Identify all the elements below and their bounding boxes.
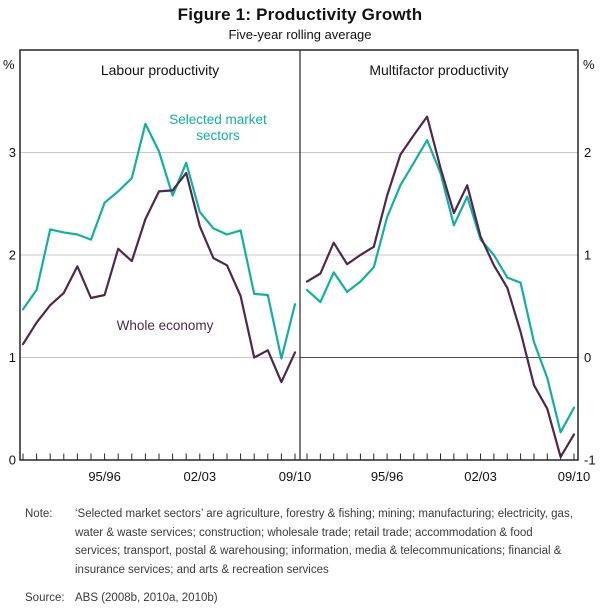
figure-notes: Note: ‘Selected market sectors’ are agri…	[25, 505, 581, 607]
y-tick-label: 1	[584, 248, 591, 263]
note-text: ‘Selected market sectors’ are agricultur…	[75, 508, 573, 576]
panel-title: Labour productivity	[101, 62, 219, 78]
figure-title: Figure 1: Productivity Growth	[177, 5, 423, 24]
x-tick-label: 09/10	[558, 469, 591, 484]
figure-subtitle: Five-year rolling average	[228, 27, 372, 42]
annotation-whole-economy: Whole economy	[117, 318, 214, 333]
series-whole-economy-line	[305, 115, 576, 458]
series-selected-market-sectors-line	[21, 122, 297, 360]
x-tick-label: 09/10	[279, 469, 312, 484]
plot-border	[19, 49, 579, 461]
y-tick-label: 3	[9, 145, 16, 160]
y-tick-label: 2	[9, 248, 16, 263]
y-tick-label: -1	[584, 453, 596, 468]
series-selected-market-sectors-line	[305, 139, 576, 434]
y-tick-label: 1	[9, 350, 16, 365]
panel-title: Multifactor productivity	[369, 62, 508, 78]
source-label: Source:	[25, 591, 65, 604]
x-tick-label: 02/03	[184, 469, 217, 484]
note-label: Note:	[25, 508, 53, 520]
annotation-selected-market-sectors: sectors	[196, 128, 240, 143]
productivity-chart: 95/96 02/03 09/10 0 1 2 3% Labour productivity 9…	[3, 49, 596, 484]
x-tick-label: 95/96	[88, 469, 121, 484]
y-axis-unit: %	[3, 57, 15, 72]
y-tick-label: 0	[9, 453, 16, 468]
source-text: ABS (2008b, 2010a, 2010b)	[75, 591, 218, 604]
series-whole-economy-line	[21, 171, 297, 384]
y-axis-unit: %	[583, 57, 595, 72]
x-tick-label: 95/96	[371, 469, 404, 484]
y-tick-label: 0	[584, 350, 591, 365]
y-tick-label: 2	[584, 145, 591, 160]
x-tick-label: 02/03	[464, 469, 497, 484]
annotation-selected-market-sectors: Selected market	[169, 112, 267, 127]
